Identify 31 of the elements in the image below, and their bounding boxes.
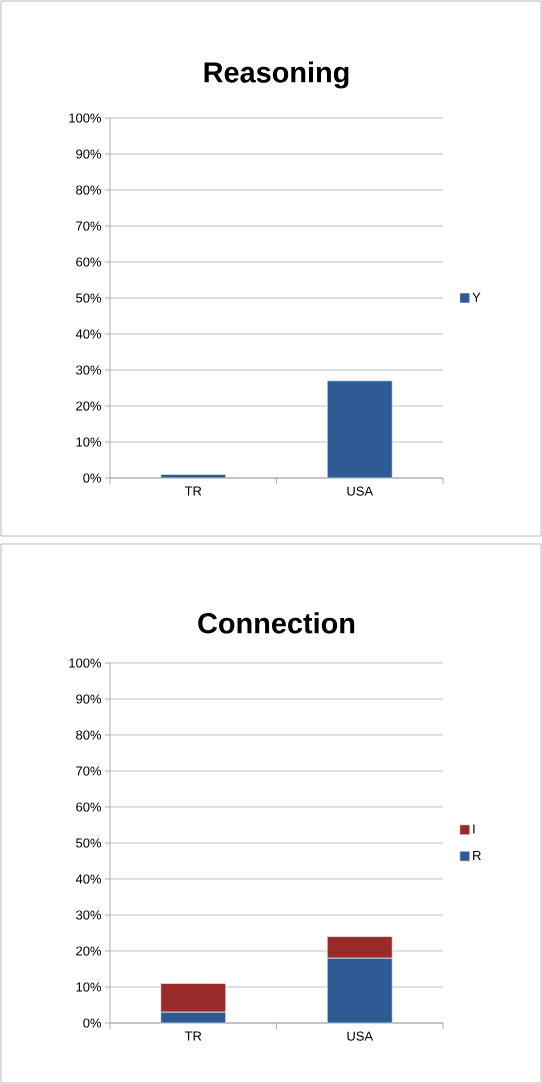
y-tick-label: 40% <box>75 874 102 884</box>
y-tick-label: 90% <box>76 694 102 704</box>
y-tick-label: 70% <box>76 766 102 776</box>
y-tick-label: 60% <box>76 802 102 812</box>
y-tick-label: 30% <box>76 910 102 920</box>
y-tick-label: 80% <box>76 730 102 740</box>
x-tick-label: TR <box>184 1031 202 1041</box>
y-tick-label: 50% <box>76 838 102 848</box>
y-tick-label: 60% <box>76 257 102 267</box>
x-tick-label: TR <box>184 486 202 496</box>
y-tick-label: 100% <box>69 113 102 123</box>
chart-title: Connection <box>198 612 355 634</box>
y-tick-label: 90% <box>76 149 102 159</box>
chart-title: Reasoning <box>204 61 349 89</box>
y-tick-label: 20% <box>76 946 102 956</box>
y-tick-label: 80% <box>76 185 102 195</box>
legend-label: I <box>473 824 475 834</box>
y-tick-label: 0% <box>83 1018 102 1028</box>
x-tick-label: USA <box>347 486 374 496</box>
y-tick-label: 40% <box>75 329 102 339</box>
x-tick-label: USA <box>347 1031 374 1041</box>
y-tick-label: 0% <box>83 473 102 483</box>
y-tick-label: 20% <box>76 401 102 411</box>
legend-label: Y <box>472 292 481 302</box>
y-tick-label: 10% <box>76 982 102 992</box>
y-tick-label: 100% <box>69 658 102 668</box>
y-tick-label: 10% <box>76 437 102 447</box>
y-tick-label: 70% <box>76 221 102 231</box>
legend-label: R <box>473 850 481 860</box>
y-tick-label: 30% <box>76 365 102 375</box>
y-tick-label: 50% <box>76 293 102 303</box>
